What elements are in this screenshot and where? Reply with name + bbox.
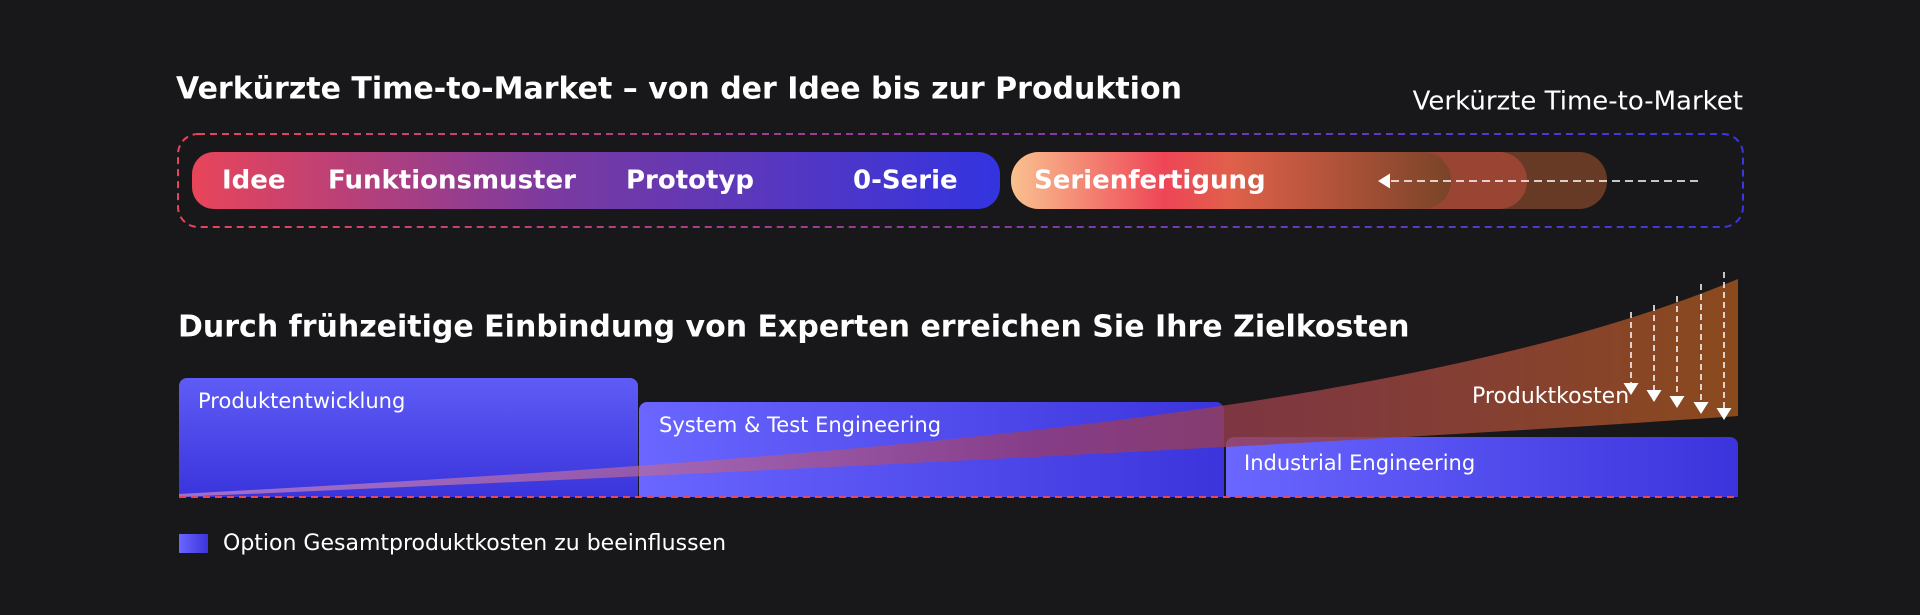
top-title: Verkürzte Time-to-Market – von der Idee …	[176, 72, 1182, 107]
phase-label: 0-Serie	[853, 166, 958, 196]
block-label: System & Test Engineering	[659, 413, 941, 437]
arrows	[1623, 272, 1732, 420]
phase-label: Idee	[222, 166, 286, 196]
phase-label: Funktionsmuster	[328, 166, 576, 196]
block-label: Industrial Engineering	[1244, 451, 1475, 475]
cost-label: Produktkosten	[1472, 384, 1629, 409]
production-bar	[1011, 152, 1451, 209]
top-label: Verkürzte Time-to-Market	[1413, 87, 1743, 117]
production-label: Serienfertigung	[1034, 166, 1266, 196]
phase-bar	[192, 152, 1000, 209]
block	[179, 378, 638, 497]
block-label: Produktentwicklung	[198, 389, 405, 413]
dashed-frame	[177, 133, 1744, 228]
phase-label: Prototyp	[626, 166, 754, 196]
block	[1226, 437, 1738, 497]
legend-swatch	[179, 534, 208, 553]
legend-label: Option Gesamtproduktkosten zu beeinfluss…	[223, 531, 726, 556]
bottom-title: Durch frühzeitige Einbindung von Experte…	[178, 310, 1409, 345]
cost-curve	[179, 279, 1738, 497]
